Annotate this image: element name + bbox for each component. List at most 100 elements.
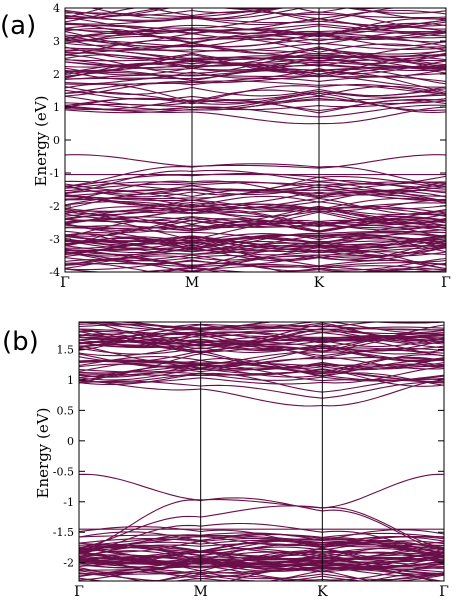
- panel-a-letter: (a): [0, 11, 36, 41]
- band-line: [65, 74, 446, 88]
- band-line: [79, 366, 444, 385]
- band-line: [65, 103, 446, 118]
- band-line: [65, 60, 446, 72]
- panel-a-ylabel: Energy (eV): [32, 96, 50, 187]
- y-tick-label: -1: [63, 496, 74, 509]
- plot-frame: [78, 321, 445, 582]
- band-line: [65, 218, 446, 240]
- band-line: [65, 66, 446, 81]
- band-line: [79, 342, 444, 352]
- band-line: [79, 564, 444, 571]
- band-line: [65, 154, 446, 169]
- kpoint-label: Γ: [74, 584, 84, 600]
- band-line: [65, 247, 446, 262]
- kpoint-label: K: [314, 275, 325, 291]
- y-tick-label: 0: [67, 435, 74, 448]
- band-line: [65, 248, 446, 270]
- band-line: [65, 240, 446, 254]
- band-line: [65, 182, 446, 192]
- band-line: [65, 201, 446, 214]
- band-line: [79, 539, 444, 557]
- band-line: [65, 210, 446, 226]
- band-line: [79, 522, 444, 555]
- band-line: [65, 72, 446, 85]
- band-line: [79, 380, 444, 399]
- band-line: [79, 337, 444, 352]
- band-line: [65, 235, 446, 253]
- y-tick-label: -1: [49, 167, 60, 180]
- kpoint-label: K: [317, 584, 328, 600]
- band-line: [79, 343, 444, 362]
- band-line: [79, 535, 444, 552]
- panel-b-axes: Γ M K Γ -2 -1.5 -1 -0.5 0 0.5 1 1.5: [53, 321, 449, 600]
- band-line: [79, 322, 444, 345]
- band-line: [65, 216, 446, 233]
- band-line: [65, 57, 446, 77]
- band-line: [65, 234, 446, 250]
- band-line: [65, 188, 446, 202]
- band-line: [65, 68, 446, 85]
- band-line: [65, 231, 446, 244]
- kpoint-label: M: [193, 584, 207, 600]
- band-line: [65, 210, 446, 228]
- band-line: [79, 473, 444, 509]
- band-line: [65, 18, 446, 36]
- band-line: [65, 186, 446, 206]
- band-line: [79, 505, 444, 549]
- band-line: [79, 354, 444, 375]
- kpoint-label: Γ: [439, 584, 449, 600]
- y-tick-label: 0.5: [57, 404, 75, 417]
- band-line: [79, 553, 444, 565]
- panel-a-bands: [65, 8, 446, 272]
- band-line: [65, 208, 446, 224]
- y-tick-label: 0: [53, 134, 60, 147]
- panel-b-letter: (b): [2, 327, 39, 357]
- band-line: [79, 356, 444, 377]
- band-line: [65, 180, 446, 202]
- band-line: [65, 58, 446, 71]
- band-line: [65, 233, 446, 253]
- kpoint-label: M: [185, 275, 199, 291]
- band-line: [65, 239, 446, 262]
- band-line: [65, 76, 446, 94]
- y-tick-label: 1.5: [57, 343, 75, 356]
- band-line: [65, 257, 446, 272]
- y-tick-label: 1: [67, 374, 74, 387]
- band-line: [65, 106, 446, 125]
- kpoint-label: Γ: [441, 275, 451, 291]
- band-line: [65, 219, 446, 232]
- band-line: [116, 322, 276, 332]
- band-line: [65, 236, 446, 249]
- panel-b-ylabel: Energy (eV): [34, 408, 52, 499]
- band-line: [79, 546, 444, 561]
- band-line: [79, 379, 444, 407]
- y-tick-label: -3: [49, 233, 60, 246]
- band-line: [438, 580, 444, 581]
- band-line: [79, 372, 444, 393]
- band-line: [65, 255, 446, 272]
- band-line: [65, 95, 446, 114]
- band-line: [79, 536, 444, 546]
- band-line: [65, 8, 446, 21]
- y-tick-label: 1: [53, 101, 60, 114]
- y-tick-label: 4: [53, 2, 60, 15]
- band-line: [65, 31, 446, 48]
- band-line: [144, 8, 446, 20]
- band-line: [65, 88, 446, 101]
- band-line: [65, 236, 446, 252]
- y-tick-label: -2: [63, 557, 74, 570]
- band-line: [79, 322, 381, 329]
- band-line: [65, 52, 446, 61]
- kpoint-label: Γ: [60, 275, 70, 291]
- band-line: [79, 353, 444, 371]
- band-line: [79, 323, 444, 345]
- band-line: [65, 21, 446, 35]
- band-line: [154, 571, 444, 581]
- band-line: [65, 163, 446, 187]
- band-line: [65, 254, 446, 269]
- band-line: [65, 8, 446, 20]
- band-line: [79, 551, 444, 566]
